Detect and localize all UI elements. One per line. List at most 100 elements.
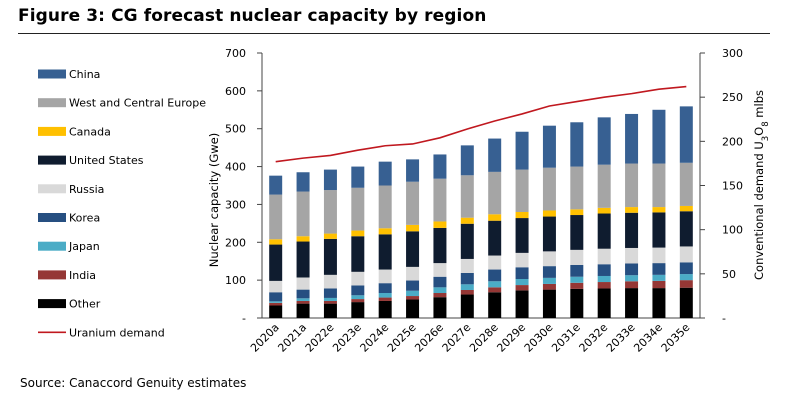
- bar-russia: [269, 280, 283, 293]
- legend-label-west-and-central-europe: West and Central Europe: [69, 97, 206, 110]
- bar-japan: [460, 284, 474, 290]
- bar-india: [351, 299, 365, 303]
- legend-label-china: China: [69, 68, 100, 81]
- x-tick-label: 2029e: [494, 321, 528, 355]
- bar-west-and-central-europe: [625, 163, 639, 208]
- bar-india: [406, 296, 420, 300]
- bar-china: [625, 113, 639, 164]
- x-tick-label: 2030e: [522, 321, 556, 355]
- bar-united-states: [515, 218, 529, 253]
- bar-korea: [488, 269, 502, 282]
- bar-india: [570, 282, 584, 289]
- y-axis-title: Nuclear capacity (Gwe): [207, 133, 221, 268]
- bar-china: [351, 166, 365, 188]
- bar-russia: [406, 266, 420, 281]
- x-tick-label: 2035e: [659, 321, 693, 355]
- bar-japan: [406, 290, 420, 297]
- bar-west-and-central-europe: [351, 187, 365, 231]
- y2-tick-label: 250: [722, 91, 743, 104]
- bar-china: [570, 122, 584, 167]
- x-tick-label: 2023e: [330, 321, 364, 355]
- bar-united-states: [597, 213, 611, 249]
- bar-russia: [542, 251, 556, 267]
- bar-russia: [515, 252, 529, 268]
- bar-canada: [515, 212, 529, 219]
- bar-canada: [597, 207, 611, 214]
- x-tick-label: 2021a: [275, 321, 309, 355]
- x-tick-label: 2028e: [467, 321, 501, 355]
- bar-korea: [625, 263, 639, 276]
- bar-united-states: [625, 212, 639, 248]
- bar-canada: [460, 217, 474, 224]
- bar-japan: [269, 301, 283, 303]
- y-axis-left: - 100 200 300 400 500 600 700: [225, 47, 263, 325]
- bar-india: [542, 283, 556, 290]
- bar-other: [597, 288, 611, 318]
- bar-japan: [570, 276, 584, 283]
- bar-west-and-central-europe: [679, 162, 693, 206]
- bar-korea: [378, 283, 392, 294]
- bar-japan: [515, 279, 529, 286]
- legend-swatch-china: [38, 69, 66, 79]
- bar-russia: [597, 248, 611, 265]
- bar-united-states: [406, 231, 420, 267]
- x-tick-label: 2033e: [604, 321, 638, 355]
- bar-other: [296, 303, 310, 318]
- chart-legend: China West and Central Europe Canada United…: [38, 68, 206, 339]
- uranium-demand-line-layer: [275, 85, 687, 163]
- bar-russia: [652, 247, 666, 264]
- bar-india: [433, 293, 447, 298]
- bar-china: [542, 125, 556, 168]
- bar-canada: [488, 214, 502, 221]
- y2-tick-label: -: [722, 312, 726, 325]
- bar-korea: [542, 266, 556, 278]
- x-tick-label: 2020a: [248, 321, 282, 355]
- bar-india: [597, 282, 611, 289]
- bar-japan: [378, 293, 392, 298]
- legend-label-russia: Russia: [69, 183, 104, 196]
- bar-japan: [488, 281, 502, 288]
- bar-india: [296, 300, 310, 304]
- legend-swatch-india: [38, 270, 66, 280]
- bar-japan: [652, 274, 666, 281]
- bar-korea: [679, 262, 693, 275]
- bar-other: [679, 287, 693, 318]
- bar-korea: [515, 267, 529, 280]
- bar-other: [323, 303, 337, 318]
- legend-swatch-west-and-central-europe: [38, 98, 66, 108]
- bar-china: [515, 131, 529, 170]
- bar-west-and-central-europe: [488, 171, 502, 215]
- bar-russia: [570, 249, 584, 265]
- bar-japan: [296, 298, 310, 301]
- bar-japan: [542, 277, 556, 284]
- bar-west-and-central-europe: [378, 185, 392, 229]
- bar-china: [323, 169, 337, 191]
- legend-swatch-united-states: [38, 155, 66, 165]
- y2-tick-label: 200: [722, 135, 743, 148]
- x-tick-label: 2034e: [631, 321, 665, 355]
- bar-korea: [296, 289, 310, 299]
- y2-axis-title: Conventional demand U3O8 mlbs: [752, 90, 771, 280]
- uranium-demand-line: [275, 85, 687, 163]
- bar-canada: [625, 207, 639, 213]
- bar-korea: [570, 265, 584, 277]
- bar-canada: [269, 239, 283, 245]
- bar-canada: [679, 205, 693, 212]
- bar-china: [488, 138, 502, 172]
- bar-china: [460, 145, 474, 176]
- y2-tick-label: 150: [722, 180, 743, 193]
- bar-japan: [625, 275, 639, 282]
- legend-label-united-states: United States: [69, 154, 144, 167]
- bar-russia: [378, 269, 392, 284]
- x-tick-label: 2022e: [303, 321, 337, 355]
- bar-russia: [679, 246, 693, 263]
- bar-china: [433, 154, 447, 179]
- bar-russia: [460, 258, 474, 273]
- x-tick-label: 2031e: [549, 321, 583, 355]
- bar-japan: [597, 275, 611, 283]
- x-tick-label: 2024e: [358, 321, 392, 355]
- bar-canada: [323, 233, 337, 239]
- bar-india: [269, 302, 283, 306]
- y2-tick-label: 50: [722, 268, 736, 281]
